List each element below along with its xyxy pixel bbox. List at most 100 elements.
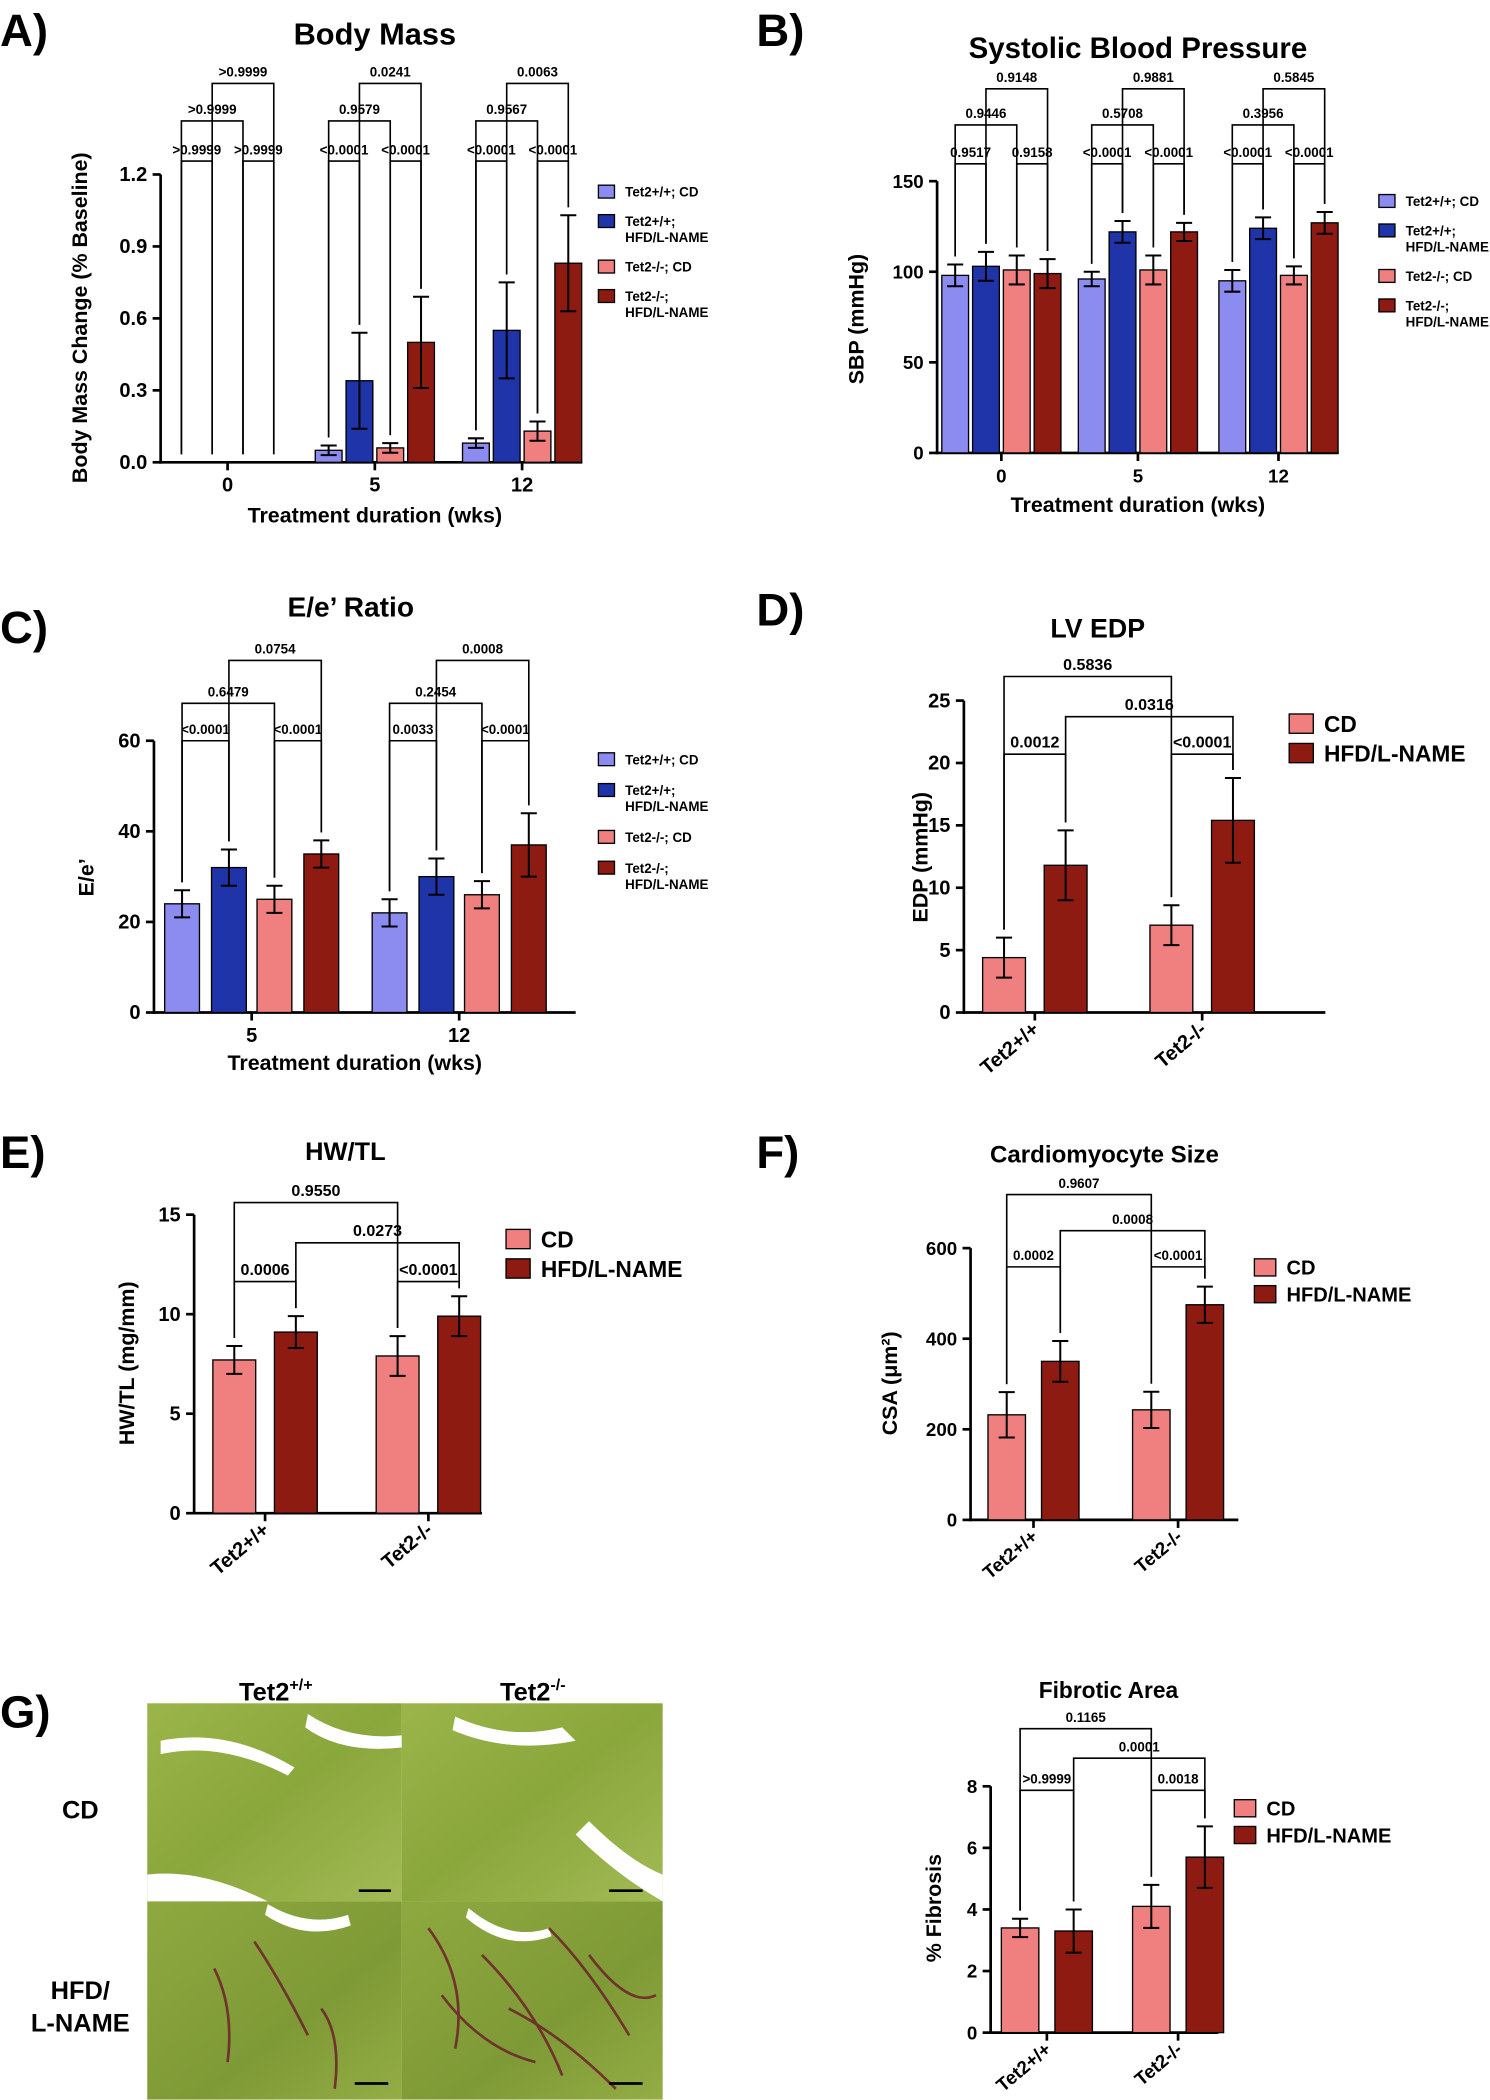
legend: CD HFD/L-NAME [1288, 711, 1466, 766]
legend-label: Tet2+/+; CD [1406, 194, 1480, 209]
p-value-label: 0.0241 [370, 65, 411, 80]
bar [1002, 269, 1031, 454]
x-tick-label: Tet2+/+ [207, 1519, 274, 1580]
y-tick-label: 100 [892, 261, 923, 282]
bracket-line [388, 739, 438, 892]
row-label: L-NAME [31, 2009, 130, 2037]
y-tick-label: 0.3 [119, 380, 147, 402]
y-tick-label: 2 [967, 1961, 977, 1982]
legend-swatch [1378, 223, 1396, 238]
x-tick-label: 0 [222, 475, 233, 497]
y-tick-label: 0.0 [119, 452, 147, 474]
y-axis-label: % Fibrosis [922, 1854, 946, 1962]
error-bar [313, 839, 330, 869]
significance-bracket: 0.9881 [1121, 70, 1185, 215]
error-bar [1143, 1883, 1160, 1929]
significance-bracket: >0.9999 [234, 142, 283, 455]
row-label: HFD/ [51, 1977, 110, 2005]
bar [371, 912, 408, 1014]
y-tick-label: 10 [928, 877, 950, 899]
x-tick-label: Tet2+/+ [979, 1526, 1042, 1583]
p-value-label: <0.0001 [381, 142, 430, 157]
error-bar [320, 444, 337, 457]
y-tick-label: 0 [129, 1002, 140, 1024]
significance-bracket: 0.5845 [1262, 70, 1326, 210]
legend-swatch [1253, 1284, 1277, 1304]
p-value-label: <0.0001 [481, 722, 530, 737]
chart-title: Body Mass [294, 17, 457, 52]
p-value-label: 0.0006 [241, 1261, 290, 1279]
x-tick-label: 0 [996, 465, 1006, 486]
y-axis-label: SBP (mmHg) [844, 254, 868, 384]
panel-label: G) [0, 1686, 51, 1737]
error-bar [1163, 904, 1180, 947]
significance-bracket: >0.9999 [211, 65, 275, 455]
p-value-label: <0.0001 [529, 142, 578, 157]
error-bar [520, 812, 537, 878]
p-value-label: 0.9607 [1059, 1176, 1100, 1191]
bracket-line [1059, 1229, 1206, 1333]
error-bar [1039, 258, 1056, 290]
legend-swatch [1288, 742, 1314, 764]
bar [1310, 222, 1339, 454]
p-value-label: 0.9550 [291, 1182, 340, 1200]
bracket-line [242, 160, 275, 455]
panel-label: D) [756, 585, 804, 636]
legend-label: Tet2-/-; CD [625, 830, 692, 845]
p-value-label: 0.0316 [1125, 696, 1174, 714]
chart-panel: E) HW/TL HW/TL (mg/mm) 0 5 10 15 Tet2+/+ Tet2-/-… [0, 1127, 682, 1580]
significance-bracket: 0.0008 [435, 642, 530, 851]
significance-bracket: 0.0008 [1059, 1212, 1206, 1333]
x-tick-label: 5 [369, 475, 380, 497]
legend-swatch [597, 782, 616, 798]
significance-bracket: >0.9999 [1019, 1772, 1075, 1911]
error-bar [266, 884, 283, 914]
bar [1279, 274, 1308, 454]
legend-swatch [505, 1258, 531, 1279]
p-value-label: >0.9999 [172, 142, 221, 157]
y-tick-label: 1.2 [119, 164, 147, 186]
y-axis-label: CSA (μm²) [878, 1331, 902, 1435]
legend-label: CD [1266, 1798, 1295, 1820]
significance-bracket: 0.9550 [233, 1182, 399, 1338]
legend-swatch [597, 860, 616, 875]
bar [163, 903, 201, 1014]
error-bar [451, 1295, 468, 1338]
panel-label: C) [0, 602, 48, 653]
chart-panel: F) Cardiomyocyte Size CSA (μm²) 0 200 400 600 T… [756, 1127, 1411, 1583]
histology-images [147, 1703, 663, 2100]
bracket-line [1019, 1727, 1153, 1911]
error-bar [498, 281, 515, 380]
y-tick-label: 0 [939, 1002, 950, 1024]
row-label: CD [62, 1796, 99, 1824]
p-value-label: <0.0001 [1083, 145, 1132, 160]
image-wt-cd [147, 1703, 402, 1902]
bar [273, 1331, 318, 1514]
legend-label: Tet2-/-; CD [625, 260, 692, 275]
p-value-label: >0.9999 [219, 65, 268, 80]
bar [1040, 1360, 1080, 1521]
y-tick-label: 0.9 [119, 236, 147, 258]
x-tick-label: Tet2+/+ [992, 2038, 1055, 2095]
chart-title: E/e’ Ratio [287, 591, 414, 622]
error-bar [287, 1315, 304, 1350]
error-bar [381, 898, 398, 928]
p-value-label: 0.1165 [1066, 1710, 1107, 1725]
legend: CD HFD/L-NAME [1233, 1798, 1391, 1847]
p-value-label: 0.0001 [1119, 1739, 1160, 1754]
bar [303, 853, 340, 1014]
bar [212, 1359, 257, 1514]
bar [1185, 1304, 1225, 1521]
chart-panel: Fibrotic Area % Fibrosis 0 2 4 6 8 Tet2+/+ Tet2-… [922, 1677, 1391, 2096]
legend-swatch [597, 288, 616, 304]
p-value-label: <0.0001 [1223, 145, 1272, 160]
scale-bars [354, 1889, 643, 2085]
error-bar [1083, 270, 1100, 288]
y-tick-label: 400 [926, 1328, 957, 1349]
p-value-label: <0.0001 [1173, 733, 1232, 751]
p-value-label: <0.0001 [399, 1261, 458, 1279]
x-tick-label: Tet2-/- [1131, 2038, 1186, 2089]
legend: Tet2+/+; CD Tet2+/+; HFD/L-NAME Tet2-/-; CD… [597, 184, 708, 320]
x-tick-label: 5 [246, 1025, 257, 1047]
